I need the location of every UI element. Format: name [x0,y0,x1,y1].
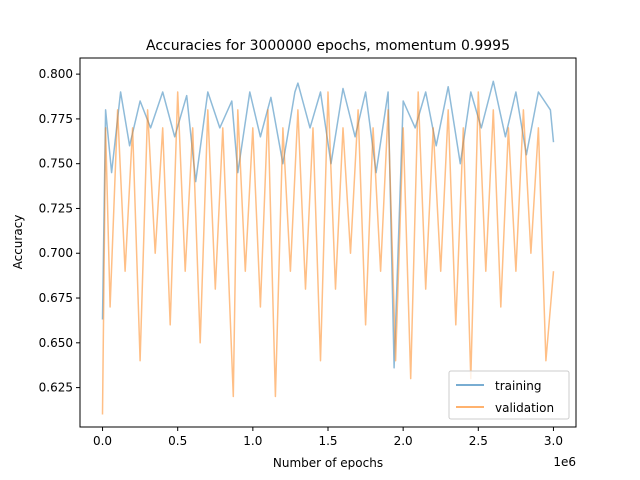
x-axis: 0.0 0.5 1.0 1.5 2.0 2.5 3.0 [93,427,563,448]
y-tick-label: 0.625 [39,381,73,395]
x-tick-label: 0.0 [93,434,112,448]
y-tick-label: 0.700 [39,246,73,260]
x-tick-label: 3.0 [544,434,563,448]
x-tick-label: 1.0 [243,434,262,448]
y-tick-label: 0.675 [39,291,73,305]
y-tick-label: 0.750 [39,157,73,171]
y-axis-label: Accuracy [11,215,25,270]
x-tick-label: 2.0 [394,434,413,448]
legend: training validation [448,370,570,420]
x-tick-label: 0.5 [168,434,187,448]
y-tick-label: 0.800 [39,67,73,81]
legend-label-training: training [495,379,542,393]
y-tick-label: 0.650 [39,336,73,350]
x-axis-multiplier: 1e6 [553,455,576,469]
series-layer [101,80,555,415]
x-axis-label: Number of epochs [273,456,383,470]
y-tick-label: 0.775 [39,112,73,126]
legend-label-validation: validation [495,401,554,415]
y-tick-label: 0.725 [39,201,73,215]
chart-title: Accuracies for 3000000 epochs, momentum … [146,38,510,54]
series-line-validation [101,91,555,415]
y-axis: 0.625 0.650 0.675 0.700 0.725 0.750 0.775 0.800 [39,67,80,395]
x-tick-label: 1.5 [318,434,337,448]
x-tick-label: 2.5 [469,434,488,448]
